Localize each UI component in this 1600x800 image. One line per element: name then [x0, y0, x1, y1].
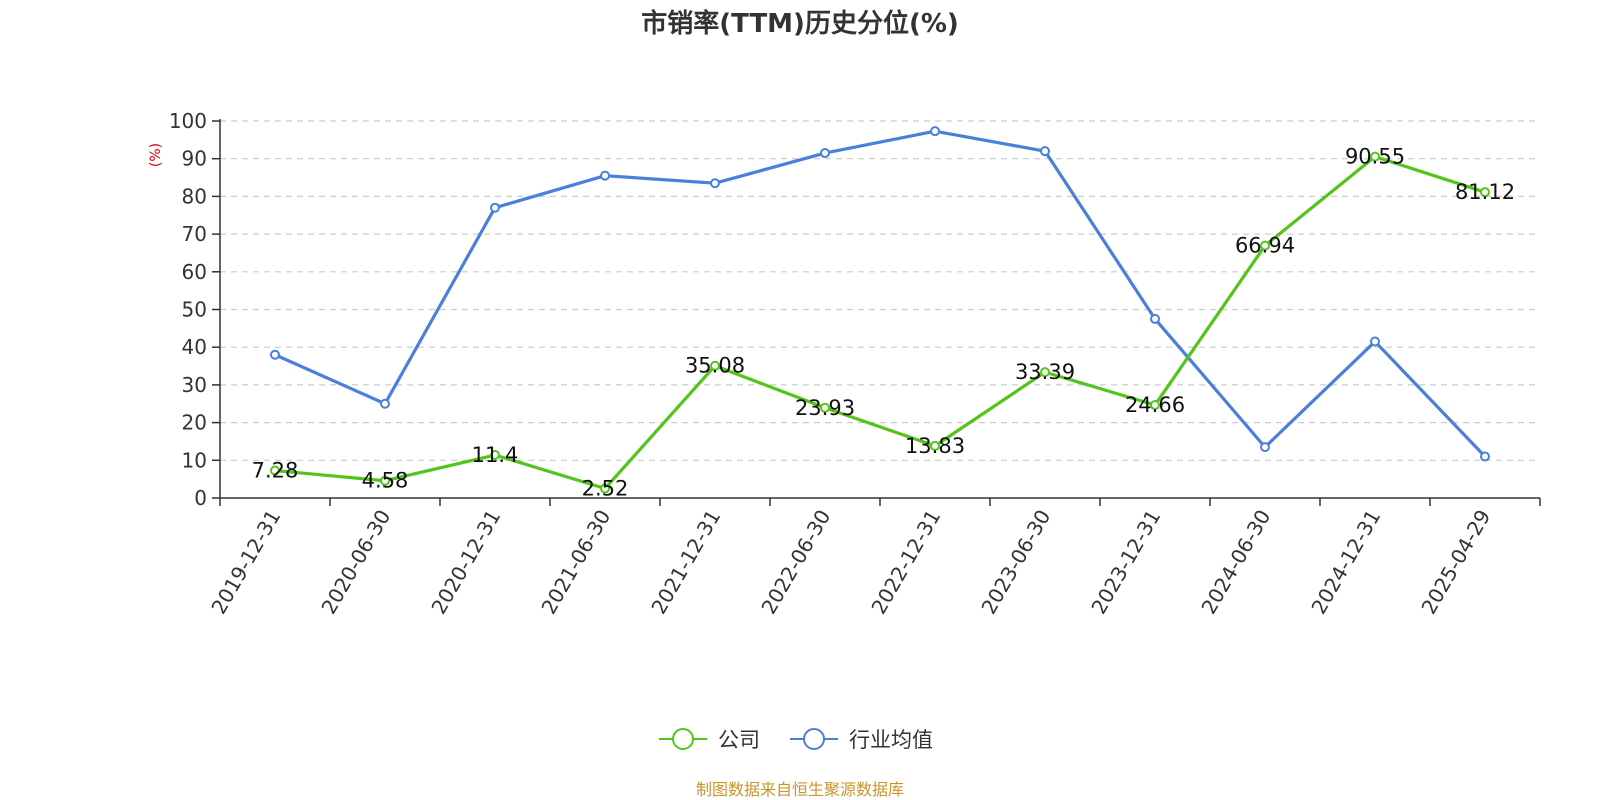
point-company-2020-06-30 — [380, 475, 390, 486]
legend-marker-industry-average — [803, 728, 825, 750]
point-company-2019-12-31 — [270, 465, 280, 476]
x-tick-label-2022-12-31: 2022-12-31 — [866, 506, 945, 619]
data-label-company-2022-06-30: 23.93 — [795, 396, 855, 420]
data-label-company-2020-12-31: 11.4 — [472, 443, 519, 467]
y-tick-label-60: 60 — [182, 260, 207, 284]
point-industry-average-2022-12-31 — [930, 126, 940, 137]
x-tick-label-2024-06-30: 2024-06-30 — [1196, 506, 1275, 619]
y-tick-label-90: 90 — [182, 147, 207, 171]
point-industry-average-2023-06-30 — [1040, 146, 1050, 157]
x-tick-label-2020-12-31: 2020-12-31 — [426, 506, 505, 619]
y-tick-label-0: 0 — [194, 486, 207, 510]
x-tick-label-2021-12-31: 2021-12-31 — [646, 506, 725, 619]
y-tick-label-40: 40 — [182, 335, 207, 359]
data-label-company-2022-12-31: 13.83 — [905, 434, 965, 458]
point-industry-average-2021-12-31 — [710, 178, 720, 189]
data-labels: 7.28 4.58 11.4 2.52 35.08 23.93 13.83 33.39 24.6… — [252, 145, 1515, 501]
point-industry-average-2020-06-30 — [380, 398, 390, 409]
point-company-2020-12-31 — [490, 450, 500, 461]
data-label-company-2021-06-30: 2.52 — [582, 476, 629, 500]
x-tick-label-2023-06-30: 2023-06-30 — [976, 506, 1055, 619]
point-company-2022-12-31 — [930, 440, 940, 451]
point-industry-average-2024-06-30 — [1260, 442, 1270, 453]
point-company-2023-12-31 — [1150, 400, 1160, 411]
x-tick-label-2021-06-30: 2021-06-30 — [536, 506, 615, 619]
point-company-2021-12-31 — [710, 360, 720, 371]
data-source-note: 制图数据来自恒生聚源数据库 — [696, 780, 904, 799]
data-label-company-2019-12-31: 7.28 — [252, 459, 299, 483]
grid — [220, 120, 1540, 461]
data-label-company-2025-04-29: 81.12 — [1455, 180, 1515, 204]
series-line-company — [274, 155, 1486, 491]
y-tick-label-70: 70 — [182, 222, 207, 246]
y-tick-label-80: 80 — [182, 184, 207, 208]
x-tick-label-2023-12-31: 2023-12-31 — [1086, 506, 1165, 619]
legend-item-company[interactable]: 公司 — [659, 728, 760, 752]
data-label-company-2023-06-30: 33.39 — [1015, 360, 1075, 384]
y-tick-label-50: 50 — [182, 298, 207, 322]
point-company-2022-06-30 — [820, 402, 830, 413]
data-label-company-2024-06-30: 66.94 — [1235, 234, 1295, 258]
point-company-2024-12-31 — [1370, 151, 1380, 162]
y-axis-label: (%) — [148, 143, 164, 167]
point-company-2024-06-30 — [1260, 240, 1270, 251]
x-tick-label-2022-06-30: 2022-06-30 — [756, 506, 835, 619]
legend-marker-company — [672, 728, 694, 750]
point-industry-average-2025-04-29 — [1480, 451, 1490, 462]
legend-item-industry-average[interactable]: 行业均值 — [790, 728, 933, 752]
series-line-industry-average — [274, 129, 1487, 458]
point-industry-average-2022-06-30 — [820, 148, 830, 159]
series — [270, 126, 1490, 494]
legend-label-industry-average: 行业均值 — [849, 728, 933, 752]
legend-label-company: 公司 — [718, 728, 760, 752]
point-company-2025-04-29 — [1480, 187, 1490, 198]
data-label-company-2020-06-30: 4.58 — [362, 469, 409, 493]
point-industry-average-2019-12-31 — [270, 349, 280, 360]
y-tick-label-20: 20 — [182, 411, 207, 435]
point-industry-average-2023-12-31 — [1150, 313, 1160, 324]
point-industry-average-2024-12-31 — [1370, 336, 1380, 347]
y-tick-label-30: 30 — [182, 373, 207, 397]
chart-title: 市销率(TTM)历史分位(%) — [641, 8, 959, 39]
x-tick-label-2019-12-31: 2019-12-31 — [206, 506, 285, 619]
point-industry-average-2020-12-31 — [490, 202, 500, 213]
data-label-company-2021-12-31: 35.08 — [685, 354, 745, 378]
point-company-2021-06-30 — [600, 483, 610, 494]
x-tick-label-2020-06-30: 2020-06-30 — [316, 506, 395, 619]
y-tick-label-100: 100 — [169, 109, 207, 133]
legend: 公司 行业均值 — [659, 728, 933, 752]
x-tick-label-2024-12-31: 2024-12-31 — [1306, 506, 1385, 619]
point-company-2023-06-30 — [1040, 367, 1050, 378]
axes: 0 10 20 30 40 50 60 70 80 90 100 2019-12-31 2020-06-… — [169, 109, 1541, 619]
y-tick-label-10: 10 — [182, 448, 207, 472]
data-label-company-2024-12-31: 90.55 — [1345, 145, 1405, 169]
point-industry-average-2021-06-30 — [600, 170, 610, 181]
data-label-company-2023-12-31: 24.66 — [1125, 393, 1185, 417]
x-tick-label-2025-04-29: 2025-04-29 — [1416, 506, 1495, 619]
